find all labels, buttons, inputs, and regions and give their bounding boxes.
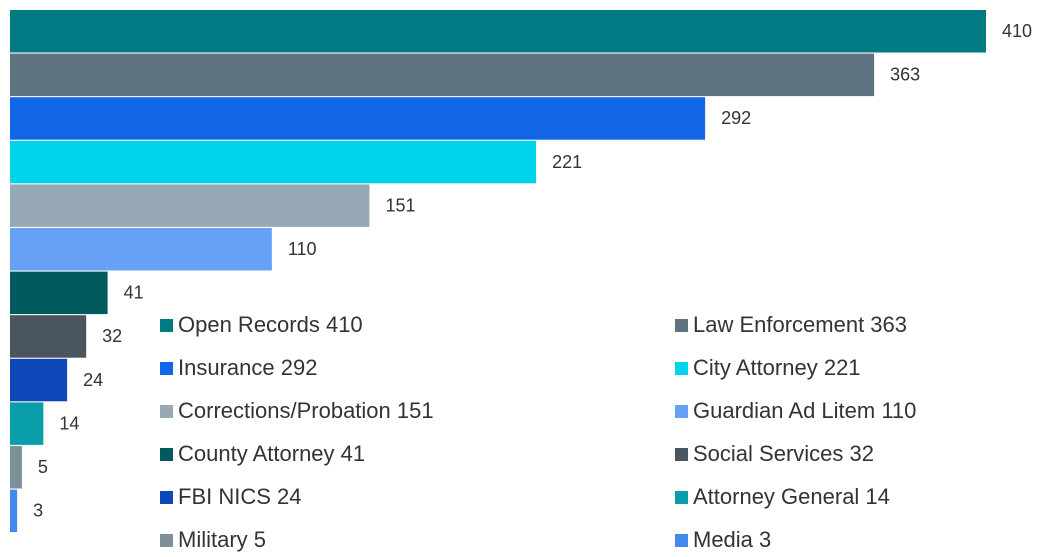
legend-label: Law Enforcement 363 xyxy=(693,312,907,337)
bar xyxy=(10,446,22,489)
legend-label: City Attorney 221 xyxy=(693,355,861,380)
legend-label: Guardian Ad Litem 110 xyxy=(693,398,916,423)
legend-label: Open Records 410 xyxy=(178,312,363,337)
legend-swatch xyxy=(675,534,688,547)
legend-swatch xyxy=(160,362,173,375)
bar xyxy=(10,53,875,97)
legend-swatch xyxy=(160,319,173,332)
value-label: 24 xyxy=(83,370,103,390)
legend-swatch xyxy=(160,405,173,418)
value-label: 41 xyxy=(124,283,144,303)
value-label: 292 xyxy=(721,108,751,128)
legend-swatch xyxy=(675,448,688,461)
legend-label: Military 5 xyxy=(178,527,266,552)
value-label: 14 xyxy=(59,413,79,433)
value-label: 363 xyxy=(890,65,920,85)
value-label: 221 xyxy=(552,152,582,172)
legend-label: Attorney General 14 xyxy=(693,484,890,509)
bar xyxy=(10,358,68,402)
bar xyxy=(10,140,537,184)
legend-swatch xyxy=(675,362,688,375)
bar xyxy=(10,489,18,533)
legend-swatch xyxy=(160,491,173,504)
bar xyxy=(10,315,87,358)
legend-swatch xyxy=(160,448,173,461)
value-label: 410 xyxy=(1002,21,1032,41)
bar xyxy=(10,97,706,140)
value-label: 110 xyxy=(288,239,317,259)
legend-label: Social Services 32 xyxy=(693,441,874,466)
bar xyxy=(10,271,108,315)
value-label: 5 xyxy=(38,457,48,477)
legend-label: Insurance 292 xyxy=(178,355,317,380)
value-label: 3 xyxy=(33,501,43,521)
legend-label: County Attorney 41 xyxy=(178,441,365,466)
value-label: 32 xyxy=(102,326,122,346)
legend-label: Corrections/Probation 151 xyxy=(178,398,434,423)
legend-swatch xyxy=(675,491,688,504)
legend-label: Media 3 xyxy=(693,527,771,552)
legend-swatch xyxy=(675,319,688,332)
legend-label: FBI NICS 24 xyxy=(178,484,301,509)
legend-swatch xyxy=(675,405,688,418)
legend-swatch xyxy=(160,534,173,547)
bar xyxy=(10,402,44,445)
bar xyxy=(10,228,272,271)
value-label: 151 xyxy=(385,195,415,215)
bar xyxy=(10,10,986,53)
bar xyxy=(10,184,370,227)
